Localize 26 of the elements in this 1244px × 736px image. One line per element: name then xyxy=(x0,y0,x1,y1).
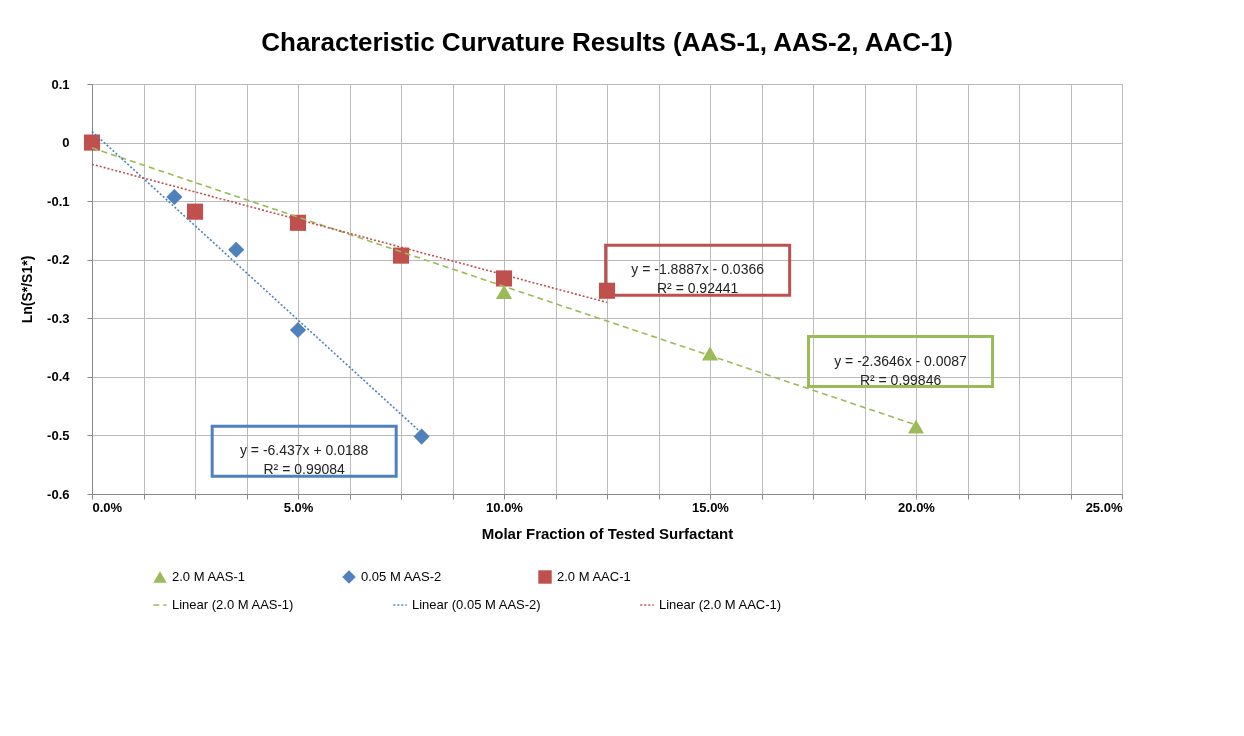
legend-label: Linear (2.0 M AAC-1) xyxy=(659,597,782,612)
y-tick-label: 0 xyxy=(62,135,70,151)
y-tick-label: -0.6 xyxy=(47,486,70,502)
legend-label: Linear (2.0 M AAS-1) xyxy=(172,597,294,612)
x-tick-label: 25.0% xyxy=(1085,499,1123,515)
chart-title: Characteristic Curvature Results (AAS-1, AAS-2, AAC-1) xyxy=(261,27,953,57)
y-tick-label: -0.3 xyxy=(47,310,70,326)
y-tick-label: -0.2 xyxy=(47,252,70,268)
annotation: y = -1.8887x - 0.0366 R² = 0.92441 xyxy=(631,261,765,297)
x-axis-title: Molar Fraction of Tested Surfactant xyxy=(481,524,734,542)
y-tick-label: -0.1 xyxy=(47,193,70,209)
x-tick-label: 20.0% xyxy=(898,499,936,515)
y-tick-label: -0.4 xyxy=(47,369,71,385)
x-tick-label: 0.0% xyxy=(92,499,123,515)
y-tick-label: -0.5 xyxy=(47,427,70,443)
y-tick-label: 0.1 xyxy=(51,76,70,92)
y-axis-title: Ln(S*/S1*) xyxy=(19,255,36,324)
x-tick-label: 10.0% xyxy=(486,499,524,515)
x-tick-label: 5.0% xyxy=(283,499,314,515)
legend-label: 2.0 M AAC-1 xyxy=(557,569,631,584)
legend-label: 0.05 M AAS-2 xyxy=(361,569,442,584)
legend-label: 2.0 M AAS-1 xyxy=(172,569,245,584)
legend-label: Linear (0.05 M AAS-2) xyxy=(412,597,541,612)
annotation: y = -2.3646x - 0.0087 R² = 0.99846 xyxy=(834,352,968,388)
x-tick-label: 15.0% xyxy=(692,499,730,515)
annotation: y = -6.437x + 0.0188 R² = 0.99084 xyxy=(239,442,369,478)
